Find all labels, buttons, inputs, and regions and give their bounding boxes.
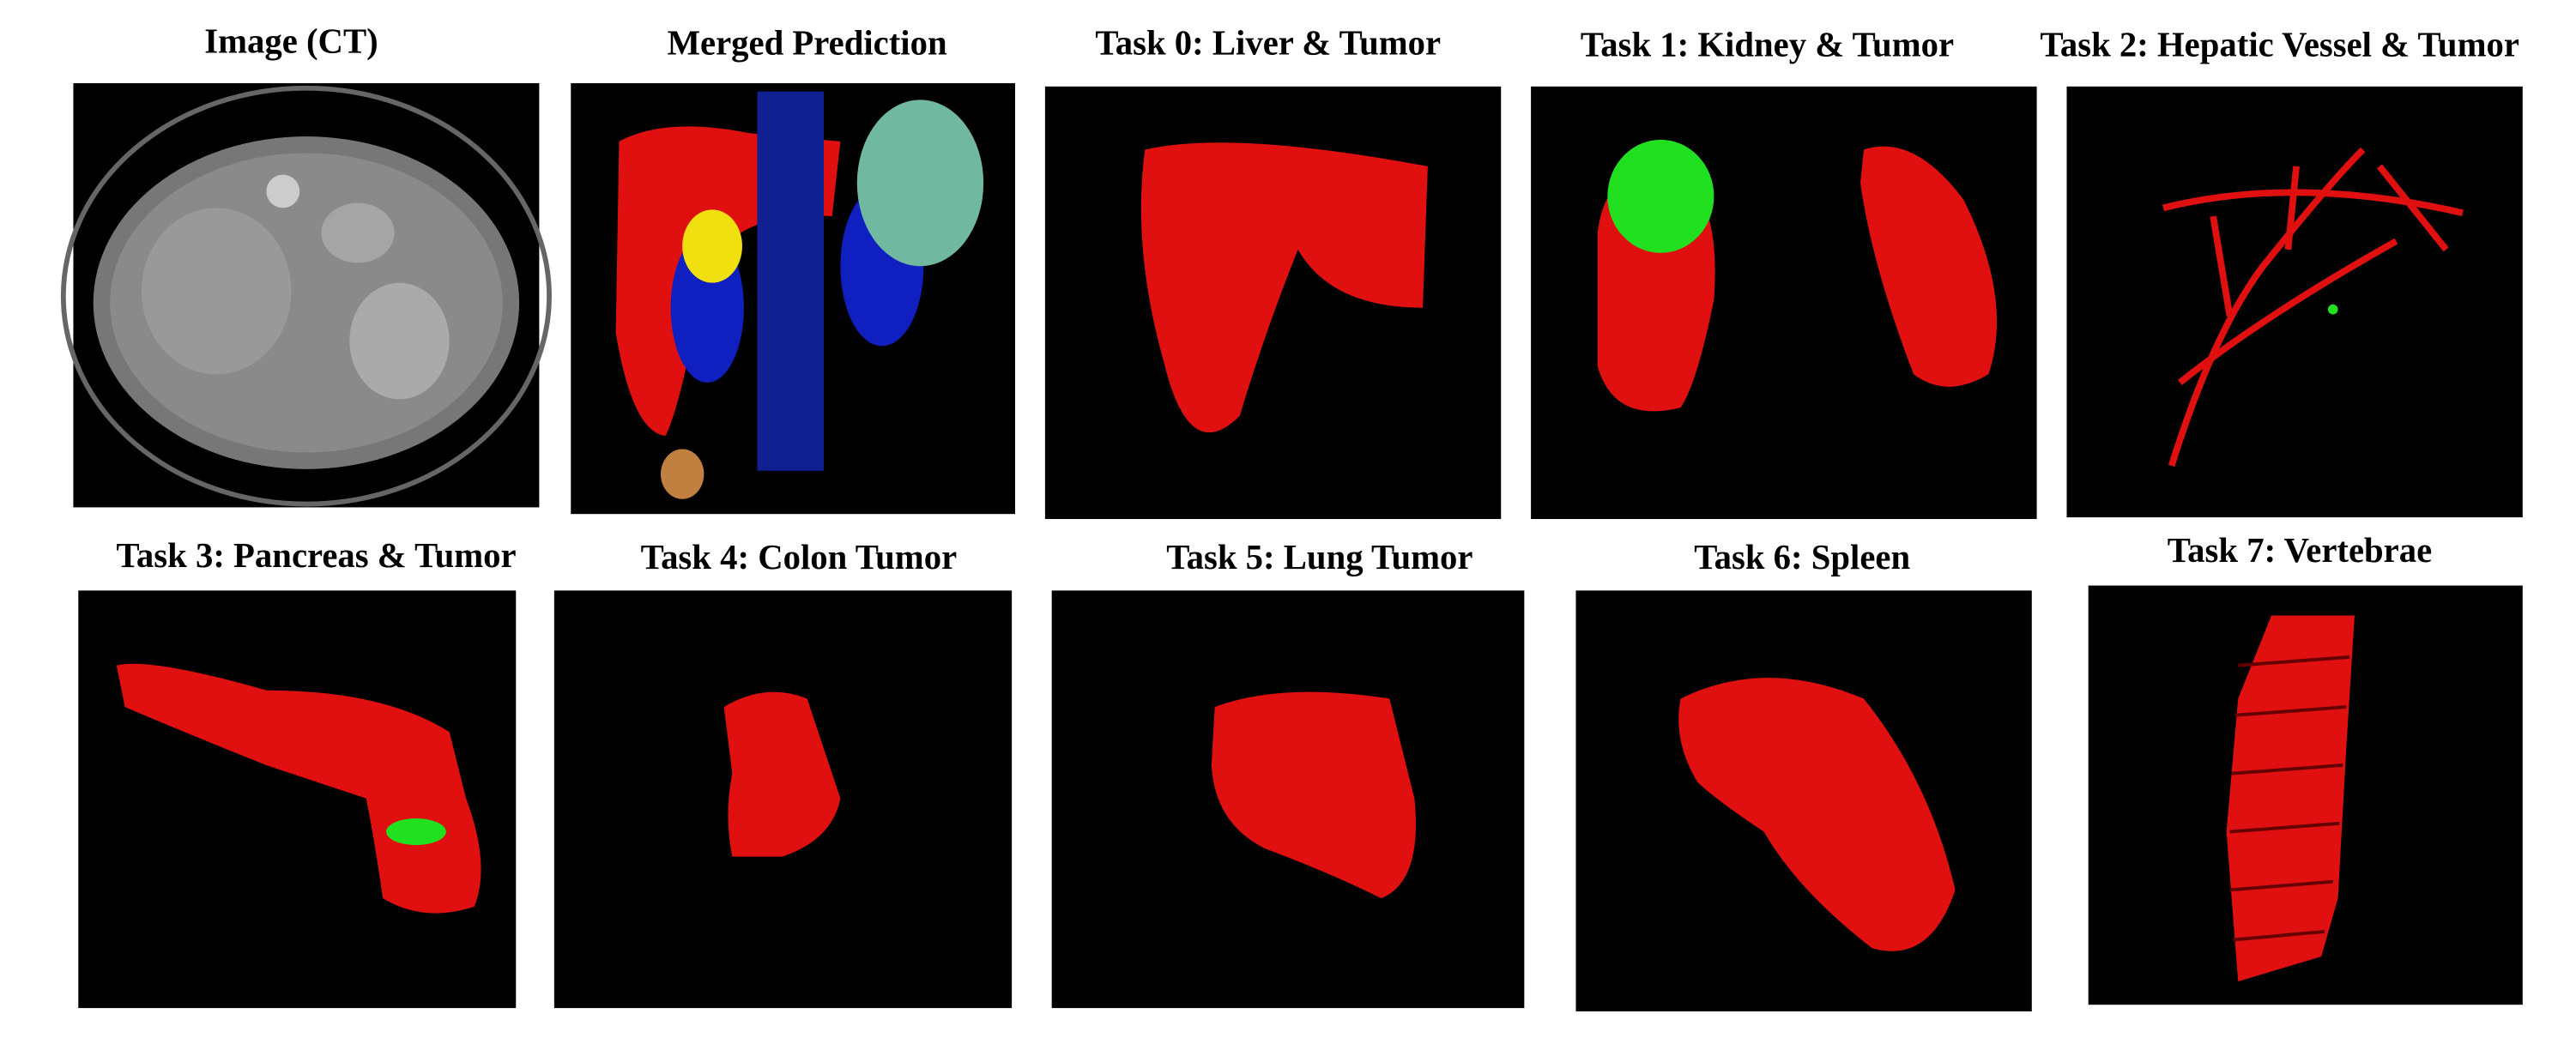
panel-title: Task 4: Colon Tumor bbox=[641, 538, 957, 576]
panel-title: Task 5: Lung Tumor bbox=[1166, 538, 1472, 576]
panel-title: Task 0: Liver & Tumor bbox=[1095, 24, 1441, 63]
panel-title: Task 1: Kidney & Tumor bbox=[1581, 26, 1954, 64]
lung-render bbox=[1051, 590, 1525, 1009]
panel-title: Task 7: Vertebrae bbox=[2168, 531, 2432, 570]
merged-render bbox=[571, 82, 1015, 515]
vessel-render bbox=[2066, 86, 2523, 518]
spleen-render bbox=[1575, 590, 2032, 1011]
pancreas-render bbox=[78, 590, 517, 1009]
ct-image bbox=[60, 82, 552, 508]
liver-render bbox=[1044, 86, 1502, 519]
vertebrae-render bbox=[2088, 585, 2523, 1005]
panel-title: Merged Prediction bbox=[668, 24, 947, 63]
panel-title: Image (CT) bbox=[204, 22, 378, 61]
panel-title: Task 3: Pancreas & Tumor bbox=[117, 536, 517, 575]
colon-render bbox=[553, 590, 1013, 1009]
kidney-render bbox=[1531, 86, 2037, 519]
panel-title: Task 6: Spleen bbox=[1694, 538, 1910, 576]
panel-title: Task 2: Hepatic Vessel & Tumor bbox=[2040, 26, 2519, 64]
